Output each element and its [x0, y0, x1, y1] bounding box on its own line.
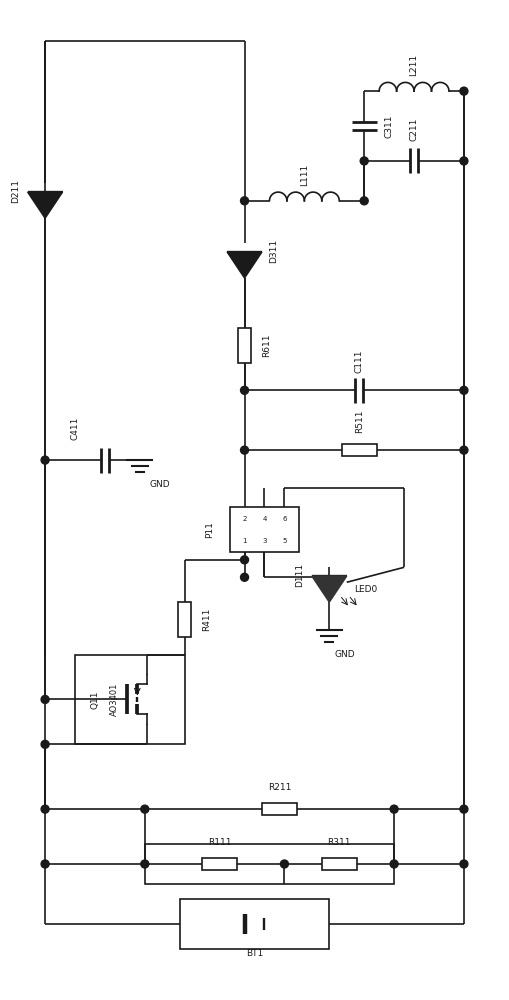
Circle shape [241, 573, 248, 581]
Text: GND: GND [150, 480, 171, 489]
Circle shape [460, 860, 468, 868]
Bar [179, 602, 191, 637]
Text: R611: R611 [262, 334, 271, 357]
Text: 1: 1 [242, 538, 247, 544]
Circle shape [41, 805, 49, 813]
Text: R411: R411 [202, 608, 211, 631]
Bar [322, 858, 357, 870]
Circle shape [241, 197, 248, 205]
Bar [342, 444, 377, 456]
Bar [230, 507, 299, 552]
Text: Q11: Q11 [91, 690, 99, 709]
Text: R511: R511 [355, 409, 364, 433]
Text: AO3401: AO3401 [110, 683, 120, 716]
Circle shape [460, 446, 468, 454]
Circle shape [460, 386, 468, 394]
Circle shape [141, 860, 149, 868]
Text: C111: C111 [355, 349, 364, 373]
Circle shape [241, 386, 248, 394]
Bar [145, 844, 394, 884]
Circle shape [280, 860, 289, 868]
Text: R111: R111 [208, 838, 232, 847]
Circle shape [460, 87, 468, 95]
Circle shape [460, 157, 468, 165]
Bar [180, 899, 329, 949]
Text: L211: L211 [410, 54, 418, 76]
Text: R311: R311 [327, 838, 351, 847]
Text: R211: R211 [268, 783, 291, 792]
Circle shape [360, 157, 368, 165]
Polygon shape [312, 576, 347, 602]
Text: GND: GND [334, 650, 355, 659]
Circle shape [360, 197, 368, 205]
Bar [75, 655, 185, 744]
Circle shape [241, 446, 248, 454]
Text: L111: L111 [300, 164, 309, 186]
Text: 4: 4 [262, 516, 267, 522]
Bar [262, 803, 297, 815]
Text: D111: D111 [295, 563, 304, 587]
Circle shape [141, 805, 149, 813]
Circle shape [41, 860, 49, 868]
Text: C411: C411 [71, 417, 80, 440]
Text: 2: 2 [242, 516, 247, 522]
Circle shape [460, 805, 468, 813]
Circle shape [241, 556, 248, 564]
Polygon shape [27, 192, 63, 218]
Text: LED0: LED0 [354, 585, 378, 594]
Circle shape [390, 860, 398, 868]
Circle shape [390, 805, 398, 813]
Text: P11: P11 [206, 521, 215, 538]
Circle shape [41, 740, 49, 748]
Bar [238, 328, 251, 363]
Bar [202, 858, 237, 870]
Polygon shape [227, 252, 262, 278]
Text: C211: C211 [410, 118, 418, 141]
Circle shape [41, 695, 49, 703]
Text: C311: C311 [384, 114, 393, 138]
Text: D211: D211 [11, 179, 20, 203]
Text: BT1: BT1 [246, 949, 263, 958]
Circle shape [41, 456, 49, 464]
Text: 5: 5 [282, 538, 287, 544]
Text: 3: 3 [262, 538, 267, 544]
Text: D311: D311 [269, 239, 278, 263]
Text: 6: 6 [282, 516, 287, 522]
